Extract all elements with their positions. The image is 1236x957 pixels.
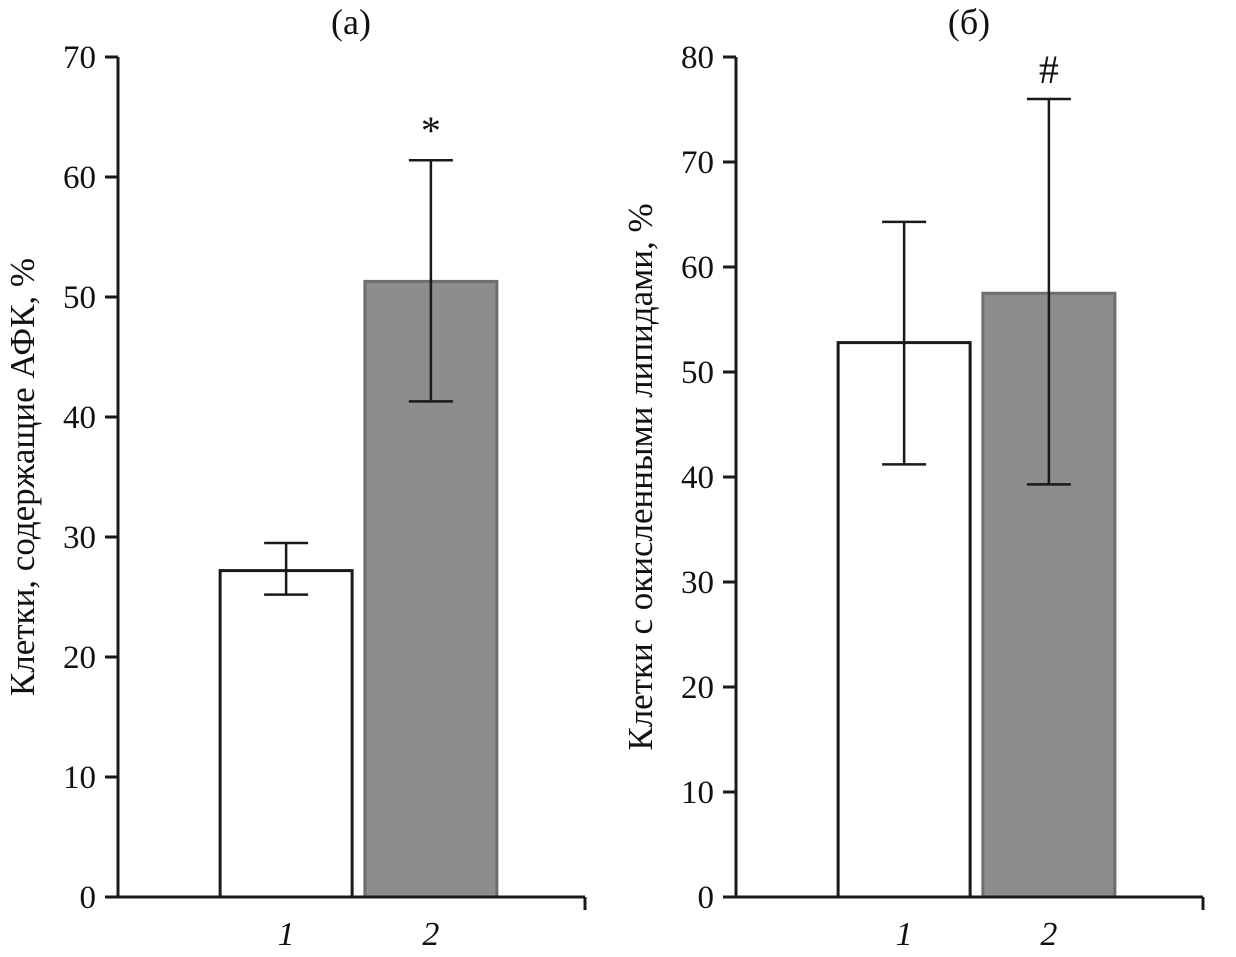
y-tick-label: 10 [681,775,714,811]
chart-panel-b: (б) Клетки с окисленными липидами, % 0 10… [618,0,1236,957]
y-tick-label: 0 [698,880,715,916]
y-tick-label: 50 [681,355,714,391]
y-tick-label: 50 [63,280,96,316]
y-tick-label: 60 [681,250,714,286]
y-tick-label: 40 [681,460,714,496]
y-tick-label: 30 [681,565,714,601]
panel-title-a: (а) [331,2,371,42]
y-tick-label: 20 [681,670,714,706]
y-tick-label: 70 [63,40,96,76]
y-axis-label-a: Клетки, содержащие АФК, % [3,258,42,696]
category-label: 1 [278,916,295,953]
y-tick-label: 10 [63,760,96,796]
y-tick-label: 0 [80,880,97,916]
significance-annotation: # [1039,47,1059,92]
plot-area-a: 0 10 20 30 40 50 60 70 1 * 2 [63,40,587,953]
y-tick-label: 30 [63,520,96,556]
y-tick-label: 20 [63,640,96,676]
chart-svg-b: (б) Клетки с окисленными липидами, % 0 10… [621,2,1205,953]
category-label: 1 [896,916,913,953]
plot-area-b: 0 10 20 30 40 50 60 70 80 1 #2 [681,40,1205,953]
category-label: 2 [1040,916,1057,953]
panel-title-b: (б) [948,2,990,42]
significance-annotation: * [421,108,441,153]
y-tick-label: 40 [63,400,96,436]
y-tick-label: 60 [63,160,96,196]
chart-panel-a: (а) Клетки, содержащие АФК, % 0 10 20 30 40 5… [3,2,587,953]
category-label: 2 [422,916,439,953]
y-tick-label: 80 [681,40,714,76]
bar [218,569,354,899]
chart-svg-a: (а) Клетки, содержащие АФК, % 0 10 20 30 40 5… [3,2,587,953]
y-tick-label: 70 [681,145,714,181]
y-axis-label-b: Клетки с окисленными липидами, % [621,203,660,750]
